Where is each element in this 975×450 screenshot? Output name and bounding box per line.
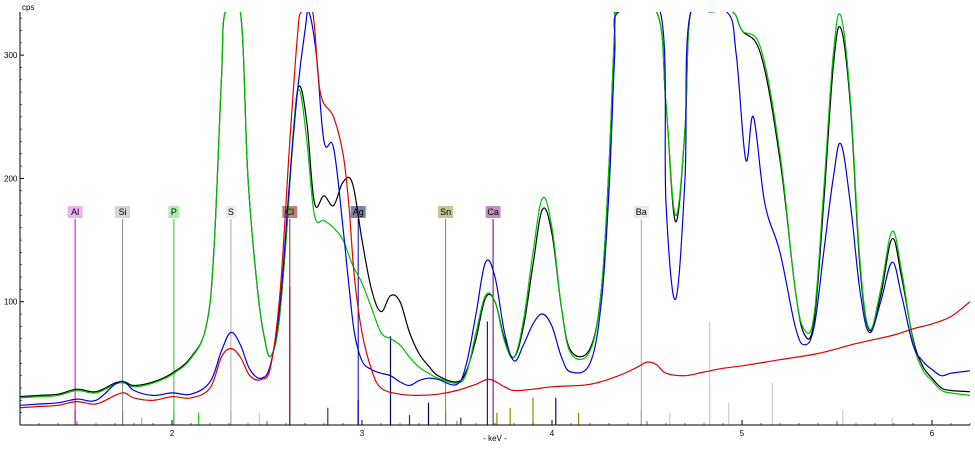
- spectrum-series-layer: [20, 12, 970, 409]
- element-marker-sn[interactable]: Sn: [438, 206, 454, 425]
- element-marker-label: Al: [71, 207, 79, 217]
- spectrum-series-3: [20, 12, 970, 409]
- y-tick-label: 100: [4, 298, 18, 307]
- element-marker-ba[interactable]: Ba: [633, 206, 649, 425]
- element-marker-box: [168, 206, 180, 218]
- x-tick-label: 6: [930, 429, 935, 438]
- element-marker-label: Cl: [286, 207, 295, 217]
- x-tick-label: 2: [170, 429, 175, 438]
- x-tick-label: 5: [740, 429, 745, 438]
- element-marker-label: P: [171, 207, 177, 217]
- element-marker-label: Si: [119, 207, 127, 217]
- element-marker-box: [438, 206, 454, 218]
- element-marker-p[interactable]: P: [168, 206, 180, 425]
- element-marker-label: S: [228, 207, 234, 217]
- element-marker-box: [633, 206, 649, 218]
- element-markers-layer: Al Si P S Cl Ag Sn Ca Ba: [67, 206, 649, 425]
- element-marker-box: [67, 206, 83, 218]
- element-marker-label: Ca: [487, 207, 499, 217]
- element-marker-box: [485, 206, 501, 218]
- x-tick-label: 4: [550, 429, 555, 438]
- x-tick-label: 3: [360, 429, 365, 438]
- element-marker-label: Sn: [440, 207, 451, 217]
- element-marker-box: [225, 206, 237, 218]
- axes-layer: 100 200 300 2 3 4 5 6: [4, 12, 971, 438]
- element-marker-s[interactable]: S: [225, 206, 237, 425]
- spectrum-series-1: [20, 12, 970, 399]
- element-marker-si[interactable]: Si: [115, 206, 131, 425]
- element-marker-box: [115, 206, 131, 218]
- y-tick-label: 200: [4, 174, 18, 183]
- x-axis-label: - keV -: [483, 434, 507, 443]
- element-marker-ca[interactable]: Ca: [485, 206, 501, 425]
- spectrum-series-2: [20, 12, 970, 406]
- y-unit-label: cps: [22, 3, 34, 12]
- element-marker-label: Ba: [636, 207, 647, 217]
- y-tick-label: 300: [4, 51, 18, 60]
